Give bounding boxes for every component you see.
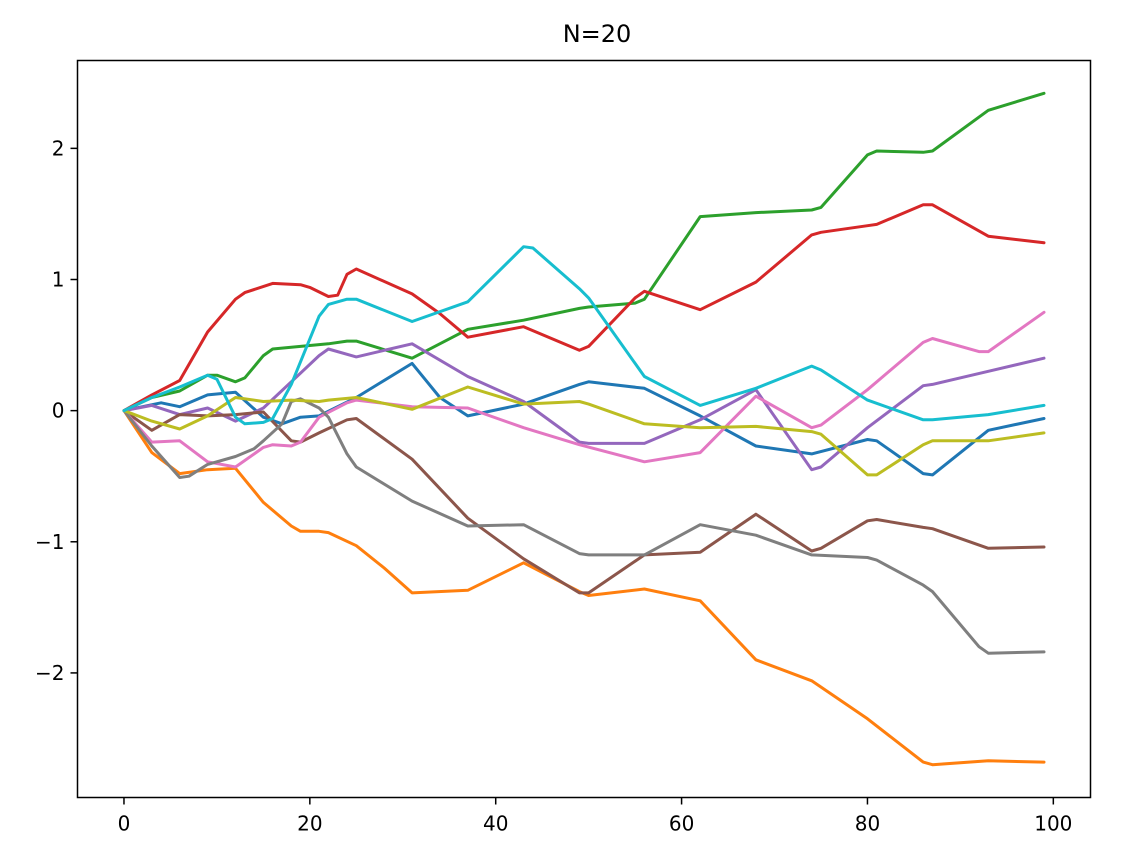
series-line-6 — [122, 409, 1046, 595]
y-tick-label: 1 — [52, 268, 65, 292]
y-tick-label: 2 — [52, 136, 65, 160]
y-axis: −2 −1 0 1 2 — [35, 136, 78, 685]
series-line-5 — [122, 342, 1046, 472]
x-tick-label: 20 — [297, 812, 322, 836]
chart-title: N=20 — [563, 20, 632, 48]
x-tick-label: 0 — [118, 812, 131, 836]
series-line-8 — [122, 397, 1046, 655]
series-line-10 — [122, 245, 1046, 426]
x-tick-label: 60 — [669, 812, 694, 836]
series-line-2 — [122, 409, 1046, 767]
y-tick-label: −1 — [35, 530, 64, 554]
plot-lines — [122, 91, 1046, 767]
x-tick-label: 80 — [855, 812, 880, 836]
y-tick-label: −2 — [35, 661, 64, 685]
series-line-9 — [122, 385, 1046, 477]
series-line-1 — [122, 361, 1046, 477]
x-tick-label: 100 — [1034, 812, 1072, 836]
plot-frame — [76, 59, 1092, 799]
series-line-7 — [122, 310, 1046, 469]
x-tick-label: 40 — [483, 812, 508, 836]
series-line-3 — [122, 91, 1046, 413]
y-tick-label: 0 — [52, 399, 65, 423]
series-line-4 — [122, 203, 1046, 413]
x-axis: 0 20 40 60 80 100 — [118, 797, 1072, 836]
